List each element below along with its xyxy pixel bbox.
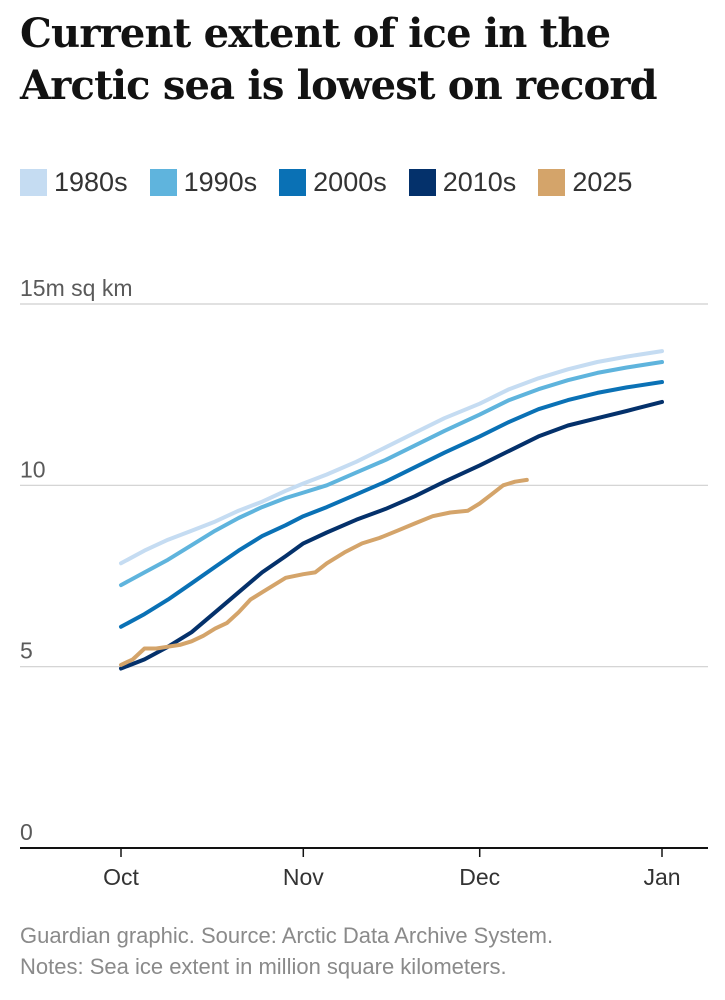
x-tick-label: Jan <box>643 864 680 890</box>
y-tick-label: 15m sq km <box>20 275 132 301</box>
legend-label: 1990s <box>183 166 258 197</box>
legend-label: 2010s <box>442 166 517 197</box>
legend-swatch <box>149 168 177 196</box>
chart-title: Current extent of ice in the Arctic sea … <box>20 10 658 109</box>
series-line-2010s <box>119 399 664 671</box>
legend-item-2025: 2025 <box>538 164 632 200</box>
legend-item-2000s: 2000s <box>279 164 387 200</box>
line-chart: 15m sq km 10 5 0 Oct Nov Dec Jan <box>20 275 708 890</box>
legend-item-1980s: 1980s <box>20 164 128 200</box>
x-tick-label: Oct <box>103 864 139 890</box>
y-tick-label: 0 <box>20 819 33 845</box>
legend-swatch <box>20 168 47 196</box>
series-line-2025 <box>119 477 529 667</box>
y-tick-label: 5 <box>20 638 33 664</box>
legend-label: 2000s <box>313 166 387 197</box>
x-tick-label: Dec <box>459 864 500 890</box>
legend-swatch <box>279 168 307 196</box>
series-line-1990s <box>119 360 664 588</box>
series-line-2000s <box>119 380 664 629</box>
legend-label: 1980s <box>54 166 128 197</box>
legend-item-1990s: 1990s <box>149 164 258 200</box>
legend-swatch <box>408 168 436 196</box>
units-note: Notes: Sea ice extent in million square … <box>20 954 507 979</box>
legend-label: 2025 <box>572 166 633 197</box>
series-line-1980s <box>119 349 664 566</box>
chart-legend: 1980s 1990s 2000s 2010s 2025 <box>20 164 710 200</box>
x-tick-label: Nov <box>283 864 324 890</box>
chart-footer: Guardian graphic. Source: Arctic Data Ar… <box>20 920 720 982</box>
y-tick-label: 10 <box>20 456 46 482</box>
source-note: Guardian graphic. Source: Arctic Data Ar… <box>20 923 554 948</box>
legend-item-2010s: 2010s <box>408 164 517 200</box>
legend-swatch <box>538 168 566 196</box>
